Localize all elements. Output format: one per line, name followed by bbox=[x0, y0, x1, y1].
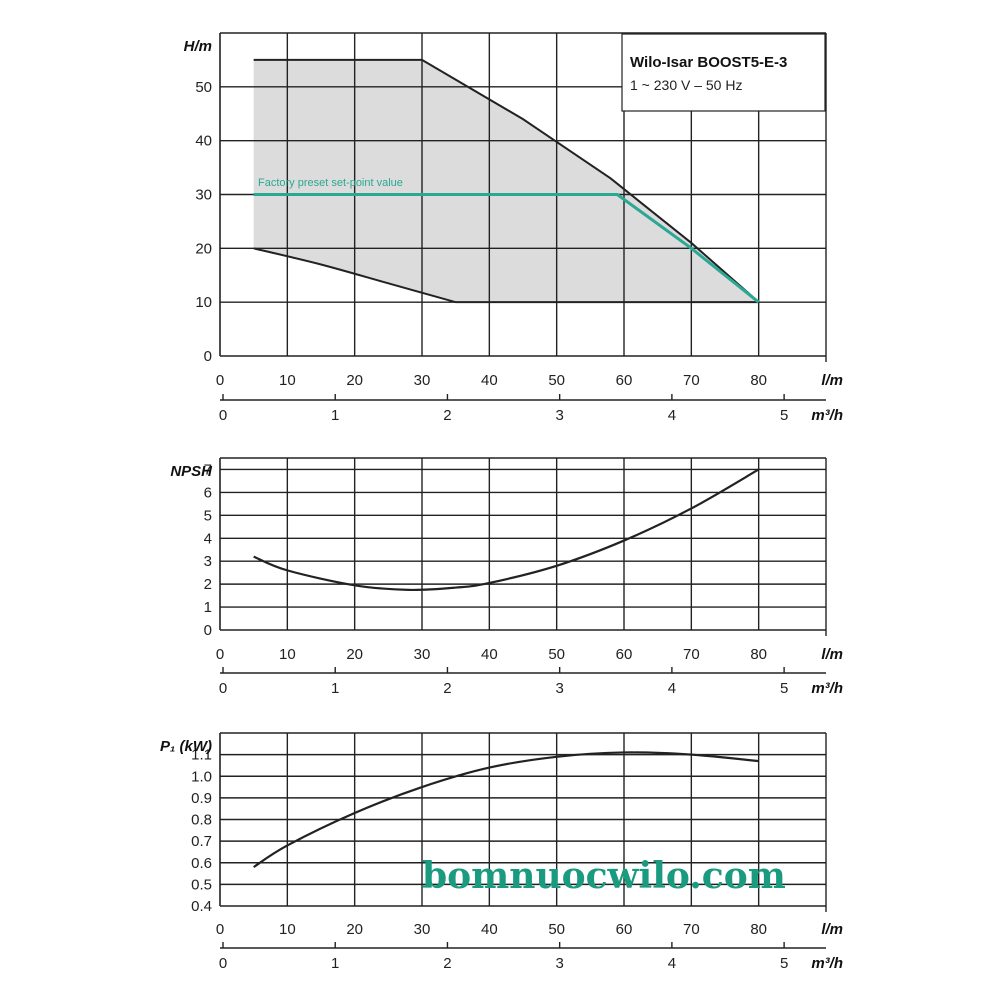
y-tick-label: 1.1 bbox=[191, 747, 212, 764]
secondary-tick-label: 2 bbox=[443, 680, 451, 697]
secondary-tick-label: 4 bbox=[668, 955, 676, 972]
x-tick-label: 30 bbox=[414, 372, 431, 389]
x-tick-label: 0 bbox=[216, 372, 224, 389]
secondary-axis-unit-label: m³/h bbox=[811, 680, 843, 697]
y-tick-label: 0.9 bbox=[191, 790, 212, 807]
y-tick-label: 0.7 bbox=[191, 833, 212, 850]
y-axis-label: P₁ (kW) bbox=[160, 738, 212, 755]
y-tick-label: 30 bbox=[195, 187, 212, 204]
secondary-axis-unit-label: m³/h bbox=[811, 955, 843, 972]
secondary-tick-label: 0 bbox=[219, 407, 227, 424]
y-tick-label: 10 bbox=[195, 294, 212, 311]
y-tick-label: 5 bbox=[204, 507, 212, 524]
x-tick-label: 60 bbox=[616, 646, 633, 663]
legend-subtitle: 1 ~ 230 V – 50 Hz bbox=[630, 77, 742, 93]
x-axis-unit-label: l/m bbox=[821, 372, 843, 389]
x-tick-label: 70 bbox=[683, 646, 700, 663]
y-tick-label: 0.5 bbox=[191, 876, 212, 893]
y-tick-label: 3 bbox=[204, 553, 212, 570]
x-tick-label: 80 bbox=[750, 372, 767, 389]
setpoint-line bbox=[253, 193, 760, 304]
secondary-tick-label: 5 bbox=[780, 407, 788, 424]
x-tick-label: 80 bbox=[750, 646, 767, 663]
x-tick-label: 0 bbox=[216, 646, 224, 663]
secondary-tick-label: 5 bbox=[780, 955, 788, 972]
y-tick-label: 2 bbox=[204, 576, 212, 593]
x-tick-label: 70 bbox=[683, 372, 700, 389]
y-tick-label: 4 bbox=[204, 530, 212, 547]
operating-range-area bbox=[253, 59, 759, 303]
y-tick-label: 20 bbox=[195, 240, 212, 257]
power-chart: 0.40.50.60.70.80.91.01.10 10 20 30 40 50 60 70 8… bbox=[160, 732, 843, 972]
y-tick-label: 6 bbox=[204, 484, 212, 501]
secondary-tick-label: 1 bbox=[331, 680, 339, 697]
watermark-text: bomnuocwilo.com bbox=[422, 855, 786, 897]
y-tick-label: 50 bbox=[195, 79, 212, 96]
secondary-tick-label: 3 bbox=[555, 407, 563, 424]
y-tick-label: 0 bbox=[204, 348, 212, 365]
x-tick-label: 20 bbox=[346, 646, 363, 663]
x-tick-label: 80 bbox=[750, 921, 767, 938]
y-tick-label: 7 bbox=[204, 461, 212, 478]
x-tick-label: 20 bbox=[346, 921, 363, 938]
x-tick-label: 50 bbox=[548, 921, 565, 938]
head-chart: 0 10 20 30 40 50 0 10 20 30 40 50 60 70 80 l/m 0 1 2 3 4 5 m³/… bbox=[184, 32, 843, 424]
x-tick-label: 70 bbox=[683, 921, 700, 938]
secondary-tick-label: 1 bbox=[331, 955, 339, 972]
secondary-tick-label: 5 bbox=[780, 680, 788, 697]
series-curve bbox=[253, 751, 759, 869]
x-tick-label: 60 bbox=[616, 921, 633, 938]
y-axis-label: H/m bbox=[184, 38, 212, 55]
x-axis-unit-label: l/m bbox=[821, 921, 843, 938]
y-tick-label: 0.8 bbox=[191, 812, 212, 829]
y-tick-label: 0 bbox=[204, 622, 212, 639]
x-tick-label: 30 bbox=[414, 921, 431, 938]
secondary-tick-label: 2 bbox=[443, 407, 451, 424]
upper-limit-curve bbox=[253, 58, 760, 303]
x-tick-label: 10 bbox=[279, 372, 296, 389]
secondary-tick-label: 4 bbox=[668, 407, 676, 424]
x-tick-label: 50 bbox=[548, 372, 565, 389]
x-tick-label: 0 bbox=[216, 921, 224, 938]
x-tick-label: 30 bbox=[414, 646, 431, 663]
x-tick-label: 40 bbox=[481, 921, 498, 938]
y-tick-label: 1 bbox=[204, 599, 212, 616]
secondary-axis-unit-label: m³/h bbox=[811, 407, 843, 424]
x-tick-label: 40 bbox=[481, 372, 498, 389]
x-axis-unit-label: l/m bbox=[821, 646, 843, 663]
legend-box bbox=[621, 33, 826, 112]
secondary-tick-label: 0 bbox=[219, 680, 227, 697]
secondary-tick-label: 3 bbox=[555, 955, 563, 972]
x-tick-label: 10 bbox=[279, 646, 296, 663]
setpoint-annotation: Factory preset set-point value bbox=[258, 177, 403, 189]
y-tick-label: 1.0 bbox=[191, 768, 212, 785]
x-tick-label: 60 bbox=[616, 372, 633, 389]
legend-title: Wilo-Isar BOOST5-E-3 bbox=[630, 54, 787, 71]
y-tick-label: 0.4 bbox=[191, 898, 212, 915]
x-tick-label: 10 bbox=[279, 921, 296, 938]
secondary-tick-label: 0 bbox=[219, 955, 227, 972]
secondary-tick-label: 3 bbox=[555, 680, 563, 697]
y-axis-label: NPSH bbox=[170, 463, 213, 480]
y-tick-label: 40 bbox=[195, 133, 212, 150]
y-tick-label: 0.6 bbox=[191, 855, 212, 872]
secondary-tick-label: 2 bbox=[443, 955, 451, 972]
secondary-tick-label: 4 bbox=[668, 680, 676, 697]
x-tick-label: 20 bbox=[346, 372, 363, 389]
secondary-tick-label: 1 bbox=[331, 407, 339, 424]
series-curve bbox=[253, 468, 760, 592]
x-tick-label: 50 bbox=[548, 646, 565, 663]
lower-limit-curve bbox=[253, 247, 759, 304]
x-tick-label: 40 bbox=[481, 646, 498, 663]
